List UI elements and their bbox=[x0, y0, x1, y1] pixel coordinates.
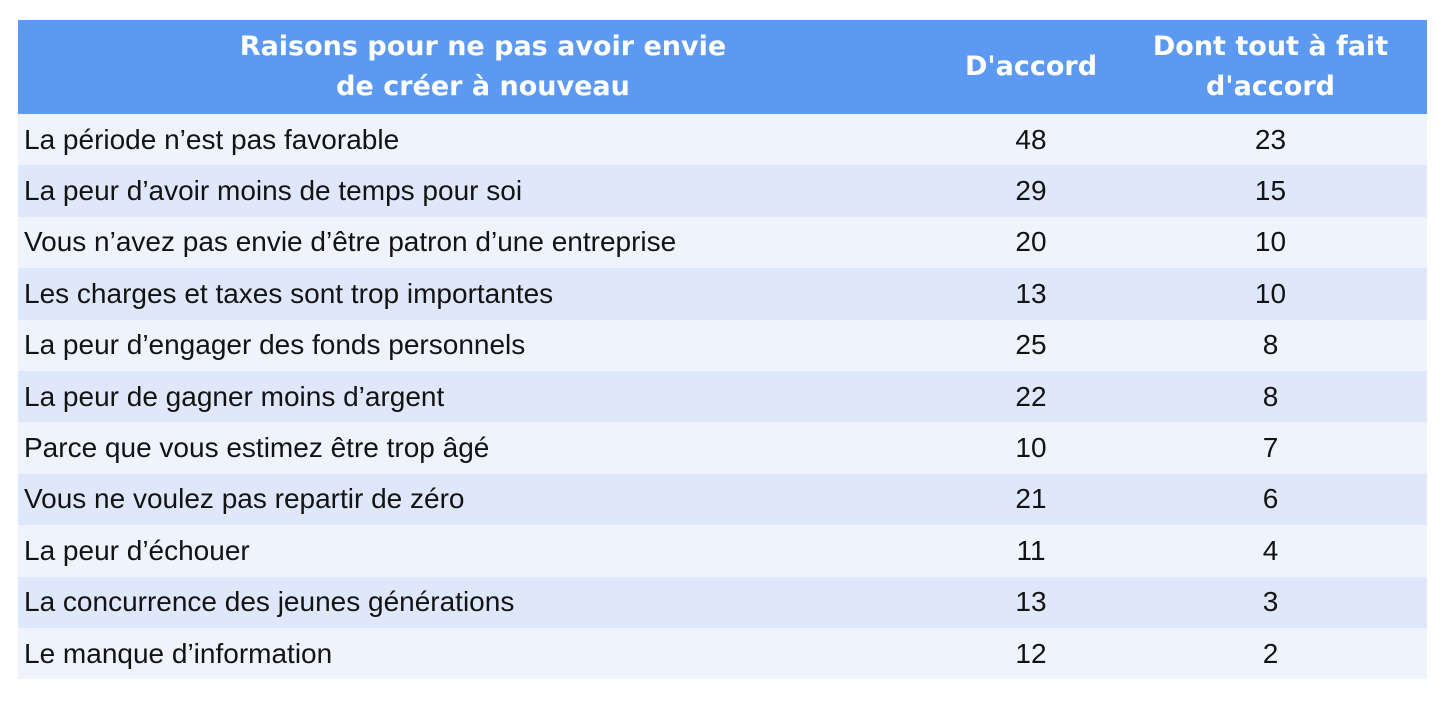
reason-cell: La concurrence des jeunes générations bbox=[18, 576, 948, 628]
accord-cell: 21 bbox=[948, 473, 1114, 526]
survey-table: Raisons pour ne pas avoir envie de créer… bbox=[18, 20, 1427, 680]
reason-cell: Vous ne voulez pas repartir de zéro bbox=[18, 473, 948, 526]
tout-a-fait-cell: 23 bbox=[1114, 114, 1427, 166]
table-row: Le manque d’information 12 2 bbox=[18, 627, 1427, 680]
table-row: La peur d’engager des fonds personnels 2… bbox=[18, 319, 1427, 371]
tout-a-fait-cell: 2 bbox=[1114, 627, 1427, 680]
table-body: La période n’est pas favorable 48 23 La … bbox=[18, 114, 1427, 680]
tout-a-fait-cell: 7 bbox=[1114, 422, 1427, 474]
reason-cell: La peur d’échouer bbox=[18, 525, 948, 577]
reason-cell: Le manque d’information bbox=[18, 627, 948, 680]
header-daccord: D'accord bbox=[948, 20, 1114, 114]
tout-a-fait-cell: 8 bbox=[1114, 370, 1427, 423]
accord-cell: 29 bbox=[948, 165, 1114, 217]
reason-cell: La peur d’avoir moins de temps pour soi bbox=[18, 165, 948, 217]
header-row: Raisons pour ne pas avoir envie de créer… bbox=[18, 20, 1427, 114]
accord-cell: 12 bbox=[948, 627, 1114, 680]
table-row: La concurrence des jeunes générations 13… bbox=[18, 576, 1427, 628]
reason-cell: La période n’est pas favorable bbox=[18, 114, 948, 166]
tout-a-fait-cell: 8 bbox=[1114, 319, 1427, 371]
header-dont-tout-a-fait: Dont tout à fait d'accord bbox=[1114, 20, 1427, 114]
reason-cell: La peur d’engager des fonds personnels bbox=[18, 319, 948, 371]
accord-cell: 48 bbox=[948, 114, 1114, 166]
reason-cell: Parce que vous estimez être trop âgé bbox=[18, 422, 948, 474]
table-row: La peur de gagner moins d’argent 22 8 bbox=[18, 370, 1427, 423]
tout-a-fait-cell: 10 bbox=[1114, 268, 1427, 320]
table-row: Les charges et taxes sont trop important… bbox=[18, 268, 1427, 320]
table-row: La peur d’avoir moins de temps pour soi … bbox=[18, 165, 1427, 217]
tout-a-fait-cell: 6 bbox=[1114, 473, 1427, 526]
table-row: La période n’est pas favorable 48 23 bbox=[18, 114, 1427, 166]
table-row: La peur d’échouer 11 4 bbox=[18, 525, 1427, 577]
table-row: Vous n’avez pas envie d’être patron d’un… bbox=[18, 216, 1427, 269]
table-row: Vous ne voulez pas repartir de zéro 21 6 bbox=[18, 473, 1427, 526]
accord-cell: 13 bbox=[948, 268, 1114, 320]
reason-cell: Les charges et taxes sont trop important… bbox=[18, 268, 948, 320]
accord-cell: 11 bbox=[948, 525, 1114, 577]
tout-a-fait-cell: 4 bbox=[1114, 525, 1427, 577]
tout-a-fait-cell: 10 bbox=[1114, 216, 1427, 269]
table-row: Parce que vous estimez être trop âgé 10 … bbox=[18, 422, 1427, 474]
accord-cell: 22 bbox=[948, 370, 1114, 423]
accord-cell: 10 bbox=[948, 422, 1114, 474]
header-reasons: Raisons pour ne pas avoir envie de créer… bbox=[18, 20, 948, 114]
accord-cell: 25 bbox=[948, 319, 1114, 371]
accord-cell: 13 bbox=[948, 576, 1114, 628]
tout-a-fait-cell: 3 bbox=[1114, 576, 1427, 628]
tout-a-fait-cell: 15 bbox=[1114, 165, 1427, 217]
reason-cell: Vous n’avez pas envie d’être patron d’un… bbox=[18, 216, 948, 269]
accord-cell: 20 bbox=[948, 216, 1114, 269]
reason-cell: La peur de gagner moins d’argent bbox=[18, 370, 948, 423]
